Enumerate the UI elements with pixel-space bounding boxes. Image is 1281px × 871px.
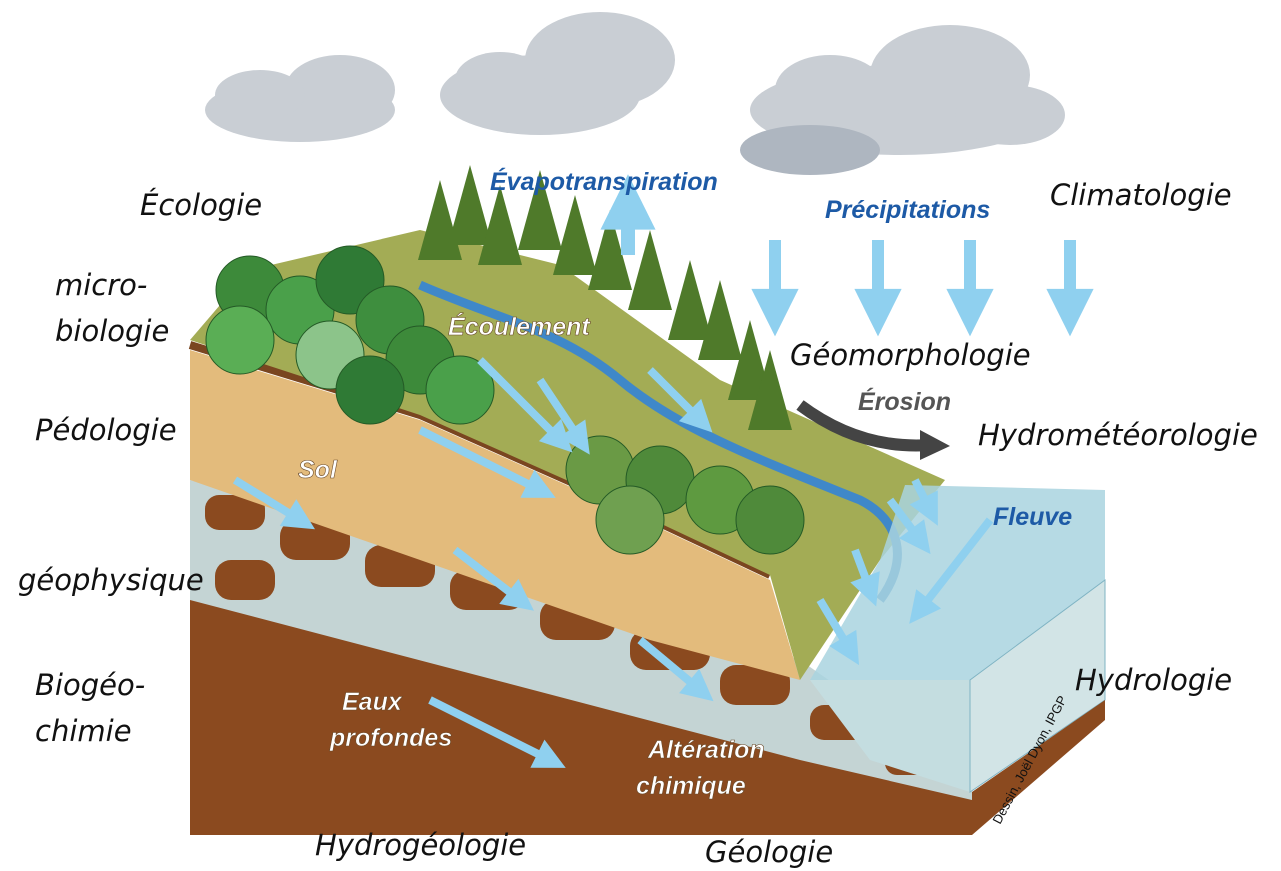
processe-label: Évapotranspiration — [490, 167, 718, 196]
conifer — [448, 165, 492, 245]
discipline-label: Climatologie — [1050, 178, 1232, 212]
processe-label: Sol — [298, 456, 338, 484]
discipline-label: biologie — [55, 314, 169, 348]
discipline-label: chimie — [35, 714, 132, 748]
discipline-label: Hydrologie — [1075, 663, 1232, 697]
illustration: Dessin, Joël Dyon, IPGP Écologiemicro-bi… — [0, 0, 1281, 871]
arrow-head — [751, 289, 798, 337]
deciduous-tree — [596, 486, 664, 554]
processe-label: profondes — [329, 724, 452, 752]
arrow-head — [1046, 289, 1093, 337]
processe-label: Précipitations — [825, 196, 990, 224]
arrow-head — [854, 289, 901, 337]
processe-label: Eaux — [342, 688, 403, 716]
clouds — [205, 12, 1065, 175]
processe-label: Érosion — [858, 387, 951, 416]
deciduous-tree — [736, 486, 804, 554]
erosion-arrow-head — [920, 430, 950, 460]
discipline-label: Géologie — [705, 835, 833, 869]
processe-label: chimique — [636, 772, 746, 800]
discipline-label: micro- — [55, 268, 147, 302]
discipline-label: Pédologie — [35, 413, 177, 447]
discipline-label: géophysique — [18, 563, 204, 597]
conifer — [553, 195, 597, 275]
deciduous-tree — [336, 356, 404, 424]
processe-label: Fleuve — [993, 503, 1072, 531]
discipline-label: Écologie — [140, 188, 262, 222]
discipline-label: Géomorphologie — [790, 338, 1031, 372]
processe-label: Altération — [647, 736, 765, 764]
deciduous-tree — [206, 306, 274, 374]
discipline-label: Biogéo- — [35, 668, 145, 702]
conifer — [668, 260, 712, 340]
processe-label: Écoulement — [448, 312, 591, 341]
discipline-label: Hydrométéorologie — [978, 418, 1258, 452]
discipline-label: Hydrogéologie — [315, 828, 526, 862]
arrow-head — [946, 289, 993, 337]
